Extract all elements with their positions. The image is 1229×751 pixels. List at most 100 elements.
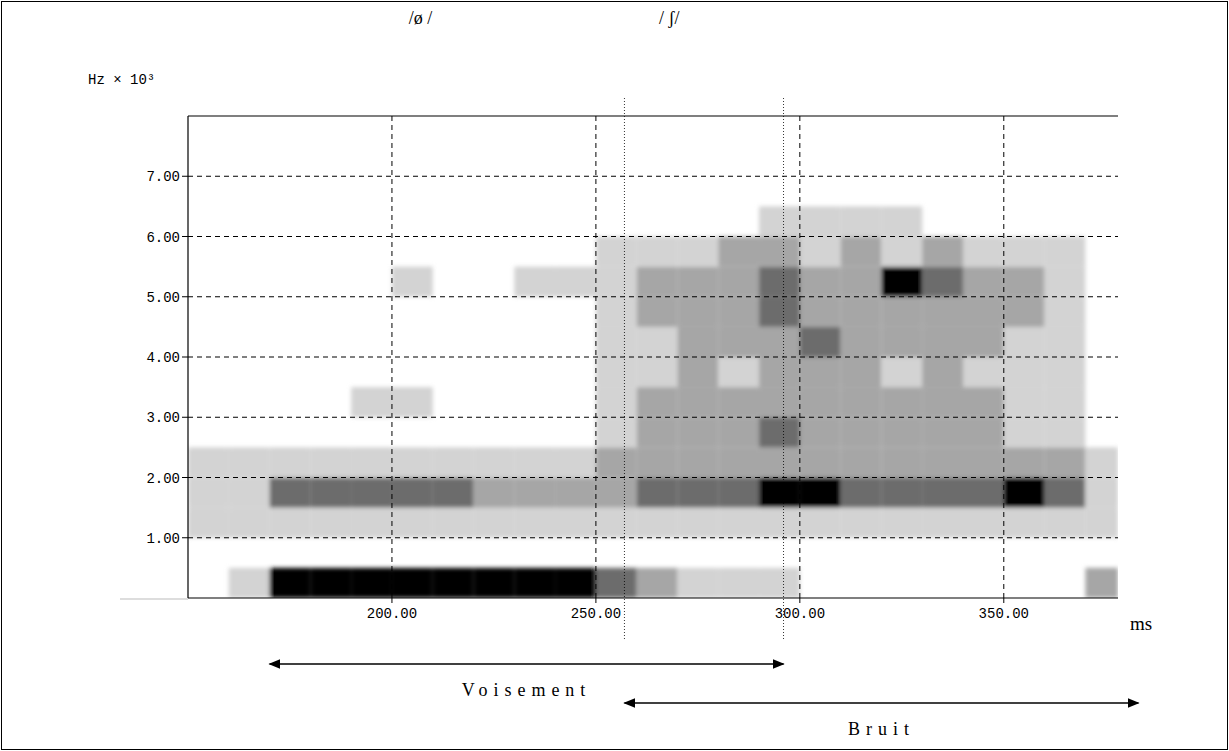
cell — [881, 176, 922, 206]
cell — [1085, 146, 1118, 176]
cell — [433, 387, 474, 417]
cell — [229, 237, 270, 267]
grid-line — [188, 477, 1118, 478]
cell — [596, 508, 637, 538]
cell — [718, 387, 759, 417]
cell — [922, 568, 963, 598]
cell — [351, 478, 392, 508]
cell — [922, 146, 963, 176]
cell — [1045, 206, 1086, 236]
cell — [392, 267, 433, 297]
cell — [677, 267, 718, 297]
cell — [637, 417, 678, 447]
cell — [555, 176, 596, 206]
cell — [881, 447, 922, 477]
cell — [800, 116, 841, 146]
cell — [555, 478, 596, 508]
cell — [351, 237, 392, 267]
cell — [759, 417, 800, 447]
y-tick — [182, 176, 188, 177]
cell — [922, 538, 963, 568]
cell — [270, 357, 311, 387]
cell — [759, 237, 800, 267]
cell — [718, 146, 759, 176]
cell — [841, 116, 882, 146]
cell — [188, 568, 229, 598]
cell — [637, 357, 678, 387]
cell — [1085, 447, 1118, 477]
cell — [718, 297, 759, 327]
cell — [270, 116, 311, 146]
cell — [188, 478, 229, 508]
cell — [270, 327, 311, 357]
cell — [596, 538, 637, 568]
segment-boundary — [783, 98, 784, 640]
cell — [229, 508, 270, 538]
cell — [718, 417, 759, 447]
cell — [596, 297, 637, 327]
cell — [718, 478, 759, 508]
cell — [514, 538, 555, 568]
cell — [474, 538, 515, 568]
cell — [881, 417, 922, 447]
cell — [514, 568, 555, 598]
cell — [310, 568, 351, 598]
cell — [392, 237, 433, 267]
cell — [229, 447, 270, 477]
cell — [514, 116, 555, 146]
y-tick-label: 7.00 — [146, 169, 180, 185]
cell — [800, 508, 841, 538]
cell — [922, 447, 963, 477]
cell — [596, 417, 637, 447]
cell — [351, 387, 392, 417]
cell — [392, 116, 433, 146]
cell — [351, 327, 392, 357]
cell — [922, 387, 963, 417]
cell — [841, 357, 882, 387]
cell — [310, 267, 351, 297]
cell — [351, 146, 392, 176]
y-tick-label: 5.00 — [146, 290, 180, 306]
cell — [596, 568, 637, 598]
cell — [963, 297, 1004, 327]
cell — [963, 447, 1004, 477]
cell — [270, 417, 311, 447]
cell — [637, 267, 678, 297]
cell — [841, 297, 882, 327]
cell — [841, 237, 882, 267]
cell — [922, 508, 963, 538]
x-tick — [391, 598, 392, 603]
cell — [1045, 237, 1086, 267]
cell — [310, 357, 351, 387]
cell — [881, 237, 922, 267]
cell — [229, 387, 270, 417]
cell — [637, 146, 678, 176]
cell — [392, 327, 433, 357]
cell — [351, 116, 392, 146]
cell — [841, 478, 882, 508]
cell — [474, 237, 515, 267]
cell — [351, 297, 392, 327]
cell — [841, 508, 882, 538]
cell — [841, 176, 882, 206]
cell — [188, 327, 229, 357]
cell — [392, 297, 433, 327]
cell — [596, 267, 637, 297]
page: {"chart_data": { "type": "spectrogram", … — [0, 0, 1229, 751]
cell — [433, 297, 474, 327]
cell — [759, 176, 800, 206]
cell — [433, 357, 474, 387]
cell — [677, 327, 718, 357]
cell — [800, 297, 841, 327]
grid-line — [188, 357, 1118, 358]
cell — [270, 267, 311, 297]
grid-line — [188, 176, 1118, 177]
cell — [1004, 176, 1045, 206]
cell — [841, 447, 882, 477]
cell — [1004, 206, 1045, 236]
x-tick — [1003, 598, 1004, 603]
cell — [759, 387, 800, 417]
cell — [555, 417, 596, 447]
cell — [392, 447, 433, 477]
cell — [392, 176, 433, 206]
